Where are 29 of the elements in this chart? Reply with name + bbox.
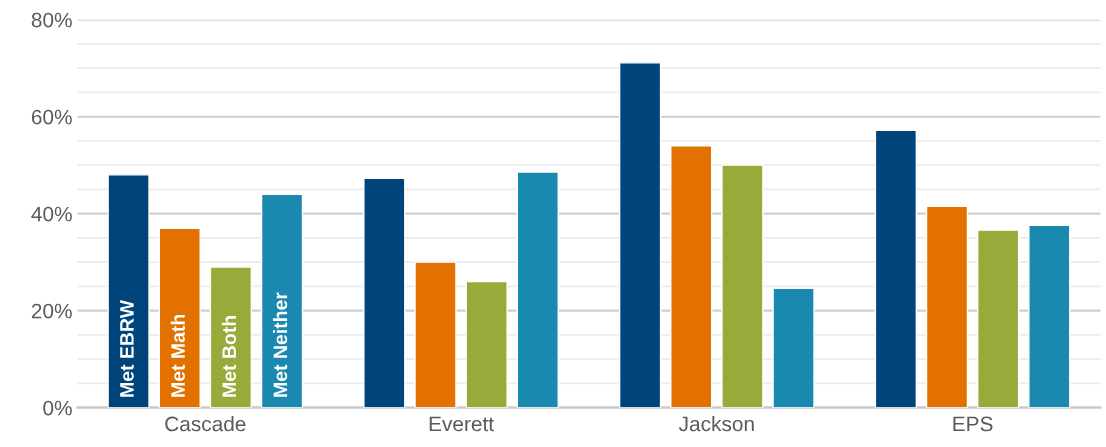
x-tick-label: Everett — [429, 416, 494, 432]
y-tick-label: 0% — [43, 400, 72, 416]
bar — [874, 129, 918, 408]
x-tick-label: Cascade — [165, 416, 246, 432]
bar — [158, 227, 201, 408]
bar — [363, 177, 406, 408]
bar — [977, 229, 1020, 408]
series-label: Met Neither — [272, 292, 288, 397]
bar — [1028, 224, 1071, 408]
x-tick-label: Jackson — [678, 416, 754, 432]
bar — [209, 266, 253, 408]
y-tick-label: 40% — [31, 206, 72, 222]
bar — [618, 62, 662, 408]
bar — [670, 145, 713, 408]
y-tick-label: 20% — [31, 303, 72, 319]
bar — [516, 171, 559, 408]
series-label: Met Both — [221, 316, 237, 397]
bar — [925, 205, 969, 408]
bar — [260, 193, 304, 408]
series-label: Met Math — [170, 314, 185, 397]
y-tick-label: 80% — [31, 12, 72, 28]
bar — [107, 174, 150, 408]
series-label: Met EBRW — [120, 300, 134, 397]
x-tick-label: EPS — [953, 416, 993, 432]
bar — [772, 287, 815, 408]
bar — [721, 164, 764, 408]
y-tick-label: 60% — [31, 109, 72, 125]
bar — [465, 280, 508, 408]
bar — [414, 261, 457, 408]
